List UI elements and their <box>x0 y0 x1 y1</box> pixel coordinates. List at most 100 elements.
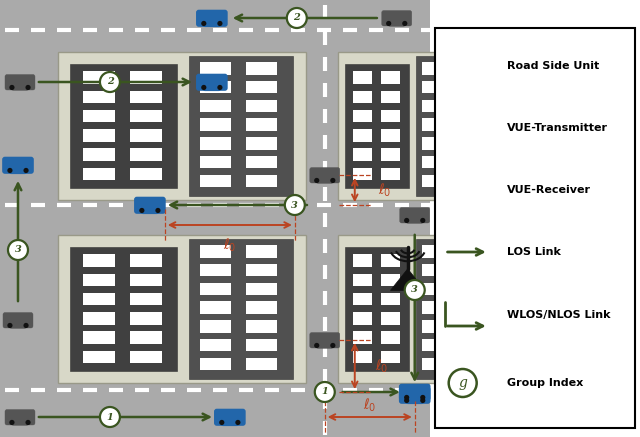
Bar <box>353 293 372 305</box>
FancyBboxPatch shape <box>5 409 35 425</box>
Bar <box>70 64 177 188</box>
Bar <box>200 339 231 351</box>
Bar <box>200 137 231 149</box>
Bar <box>83 129 115 142</box>
FancyBboxPatch shape <box>3 158 33 173</box>
Circle shape <box>8 240 28 260</box>
Circle shape <box>451 131 456 137</box>
Bar <box>83 331 115 344</box>
Circle shape <box>7 168 13 173</box>
Bar <box>130 110 162 122</box>
Circle shape <box>404 398 409 403</box>
FancyBboxPatch shape <box>12 80 28 90</box>
Bar <box>353 254 372 267</box>
Bar <box>422 283 441 295</box>
Bar <box>83 312 115 325</box>
FancyBboxPatch shape <box>317 339 333 348</box>
Circle shape <box>26 420 31 425</box>
Bar <box>83 293 115 305</box>
Bar <box>83 254 115 267</box>
Circle shape <box>404 280 425 300</box>
Bar <box>130 274 162 286</box>
Bar <box>189 56 293 196</box>
Bar <box>83 110 115 122</box>
Circle shape <box>26 85 31 90</box>
Bar <box>450 175 468 187</box>
Bar <box>130 293 162 305</box>
Text: WLOS/NLOS Link: WLOS/NLOS Link <box>507 310 610 320</box>
Circle shape <box>201 85 207 90</box>
Bar <box>353 350 372 363</box>
Bar <box>450 245 468 257</box>
Bar <box>83 71 115 84</box>
FancyBboxPatch shape <box>197 10 227 26</box>
FancyBboxPatch shape <box>381 10 412 26</box>
Bar <box>246 320 276 333</box>
FancyBboxPatch shape <box>388 17 405 26</box>
FancyBboxPatch shape <box>12 416 28 425</box>
Bar <box>422 118 441 131</box>
Circle shape <box>100 72 120 92</box>
Bar <box>381 254 400 267</box>
Bar <box>246 175 276 187</box>
Bar <box>83 168 115 180</box>
FancyBboxPatch shape <box>135 198 165 213</box>
Bar <box>381 149 400 161</box>
Bar <box>338 52 486 200</box>
FancyBboxPatch shape <box>221 416 238 425</box>
Bar <box>450 339 468 351</box>
Bar <box>450 137 468 149</box>
FancyBboxPatch shape <box>317 173 333 183</box>
FancyBboxPatch shape <box>141 204 158 213</box>
Bar <box>422 358 441 370</box>
Text: g: g <box>458 376 467 390</box>
FancyBboxPatch shape <box>406 214 423 223</box>
Bar <box>0 0 429 437</box>
Circle shape <box>285 195 305 215</box>
Circle shape <box>287 8 307 28</box>
Circle shape <box>386 21 391 26</box>
Bar <box>70 247 177 371</box>
Bar <box>58 52 306 200</box>
Bar <box>422 81 441 94</box>
Text: 1: 1 <box>106 413 113 422</box>
Bar <box>246 156 276 168</box>
FancyBboxPatch shape <box>204 80 220 90</box>
Bar <box>353 312 372 325</box>
Bar <box>353 90 372 103</box>
Bar <box>246 62 276 75</box>
Text: Road Side Unit: Road Side Unit <box>507 61 599 71</box>
Bar <box>450 81 468 94</box>
Bar <box>130 312 162 325</box>
Bar <box>345 64 409 188</box>
Bar <box>130 71 162 84</box>
Bar <box>246 283 276 295</box>
Circle shape <box>24 323 29 328</box>
Bar <box>422 302 441 314</box>
Text: 1: 1 <box>321 388 328 396</box>
Bar <box>353 71 372 84</box>
Bar <box>422 137 441 149</box>
Bar <box>450 118 468 131</box>
FancyBboxPatch shape <box>445 182 480 199</box>
Circle shape <box>10 85 15 90</box>
Bar <box>130 331 162 344</box>
Bar <box>200 320 231 333</box>
Bar <box>246 302 276 314</box>
FancyBboxPatch shape <box>453 126 472 137</box>
FancyBboxPatch shape <box>310 333 340 348</box>
Text: 3: 3 <box>412 285 418 295</box>
Bar <box>83 149 115 161</box>
Bar <box>381 110 400 122</box>
Bar <box>200 264 231 276</box>
Circle shape <box>330 343 335 348</box>
Bar <box>381 168 400 180</box>
Circle shape <box>314 178 319 183</box>
Bar <box>246 358 276 370</box>
Bar <box>246 339 276 351</box>
Bar <box>200 118 231 131</box>
Bar <box>450 302 468 314</box>
Circle shape <box>404 395 409 400</box>
Bar <box>246 81 276 94</box>
Circle shape <box>469 131 475 137</box>
